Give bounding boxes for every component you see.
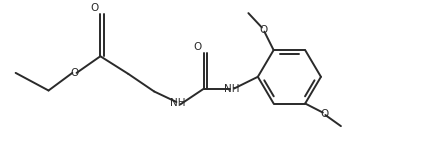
Text: NH: NH	[170, 98, 186, 108]
Text: O: O	[320, 109, 328, 119]
Text: NH: NH	[224, 83, 240, 93]
Text: O: O	[90, 3, 98, 13]
Text: O: O	[194, 42, 202, 52]
Text: O: O	[70, 68, 78, 78]
Text: O: O	[259, 25, 267, 35]
